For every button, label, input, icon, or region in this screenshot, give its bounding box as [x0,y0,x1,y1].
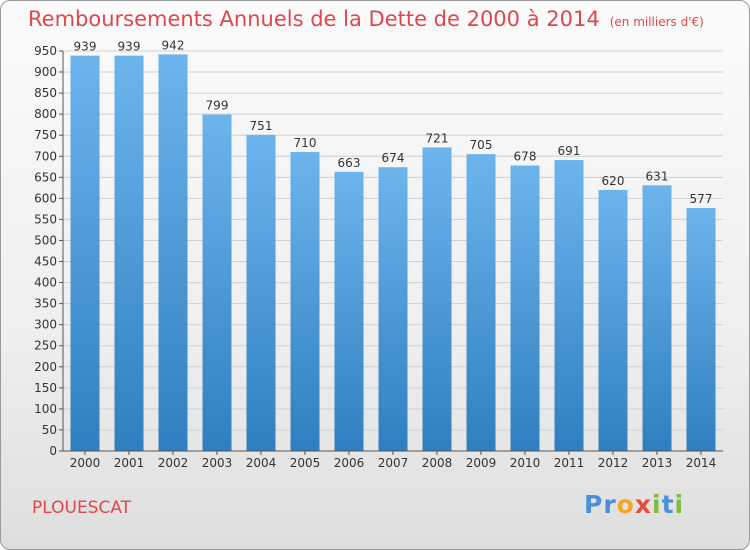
y-tick-label: 250 [34,339,57,353]
x-tick-label: 2010 [510,456,541,470]
data-label: 939 [118,40,141,54]
y-axis: 0 50 100 150 200 250 300 350 400 450 500 550 600 650 7… [34,44,64,458]
y-tick-label: 100 [34,402,57,416]
y-tick-label: 850 [34,86,57,100]
y-tick-label: 950 [34,44,57,58]
data-label: 710 [294,136,317,150]
x-tick-label: 2012 [598,456,629,470]
y-tick-label: 0 [49,444,57,458]
x-axis: 2000 2001 2002 2003 2004 2005 2006 2007 2008 2009… [63,450,723,470]
bar [686,208,716,451]
bar [466,154,496,451]
chart-title: Remboursements Annuels de la Dette de 20… [28,7,600,31]
y-tick-label: 350 [34,297,57,311]
x-tick-label: 2014 [686,456,717,470]
bar [510,165,540,452]
data-label: 939 [74,40,97,54]
x-tick-label: 2002 [158,456,189,470]
data-label: 721 [426,131,449,145]
y-tick-label: 150 [34,381,57,395]
x-tick-label: 2006 [334,456,365,470]
data-label: 751 [250,119,273,133]
x-tick-label: 2011 [554,456,585,470]
data-label: 631 [646,169,669,183]
data-label: 678 [514,150,537,164]
x-tick-label: 2008 [422,456,453,470]
bars: 939 939 942 799 751 710 663 674 721 705 678 691 620 6… [70,38,716,452]
data-label: 620 [602,174,625,188]
data-label: 577 [690,192,713,206]
x-tick-label: 2009 [466,456,497,470]
bar [114,55,144,451]
x-tick-label: 2005 [290,456,321,470]
x-tick-label: 2000 [70,456,101,470]
city-name: PLOUESCAT [32,498,132,518]
data-label: 799 [206,99,229,113]
y-tick-label: 450 [34,255,57,269]
chart-title-block: Remboursements Annuels de la Dette de 20… [28,7,704,31]
x-tick-label: 2003 [202,456,233,470]
proxiti-logo[interactable]: Proxiti [584,490,685,519]
bar [290,152,320,452]
y-tick-label: 50 [42,423,57,437]
x-tick-label: 2007 [378,456,409,470]
bar [642,185,672,451]
x-tick-label: 2013 [642,456,673,470]
y-tick-label: 200 [34,360,57,374]
y-tick-label: 500 [34,233,57,247]
data-label: 705 [470,138,493,152]
y-tick-label: 650 [34,170,57,184]
y-tick-label: 400 [34,276,57,290]
y-tick-label: 300 [34,318,57,332]
y-tick-label: 550 [34,212,57,226]
y-tick-label: 750 [34,128,57,142]
bar [70,55,100,451]
data-label: 663 [338,156,361,170]
bar-chart: 0 50 100 150 200 250 300 350 400 450 500 550 600 650 7… [34,38,723,470]
y-tick-label: 900 [34,65,57,79]
x-tick-label: 2004 [246,456,277,470]
bar [158,54,188,452]
y-tick-label: 700 [34,149,57,163]
bar [378,167,408,452]
x-tick-label: 2001 [114,456,145,470]
data-label: 691 [558,144,581,158]
bar [422,147,452,451]
chart-unit: (en milliers d'€) [609,15,704,29]
data-label: 674 [382,151,405,165]
y-tick-label: 800 [34,107,57,121]
y-tick-label: 600 [34,191,57,205]
bar [334,171,364,451]
bar [554,160,584,452]
data-label: 942 [162,38,185,52]
bar [246,134,276,451]
bar [598,189,628,451]
bar [202,114,232,451]
